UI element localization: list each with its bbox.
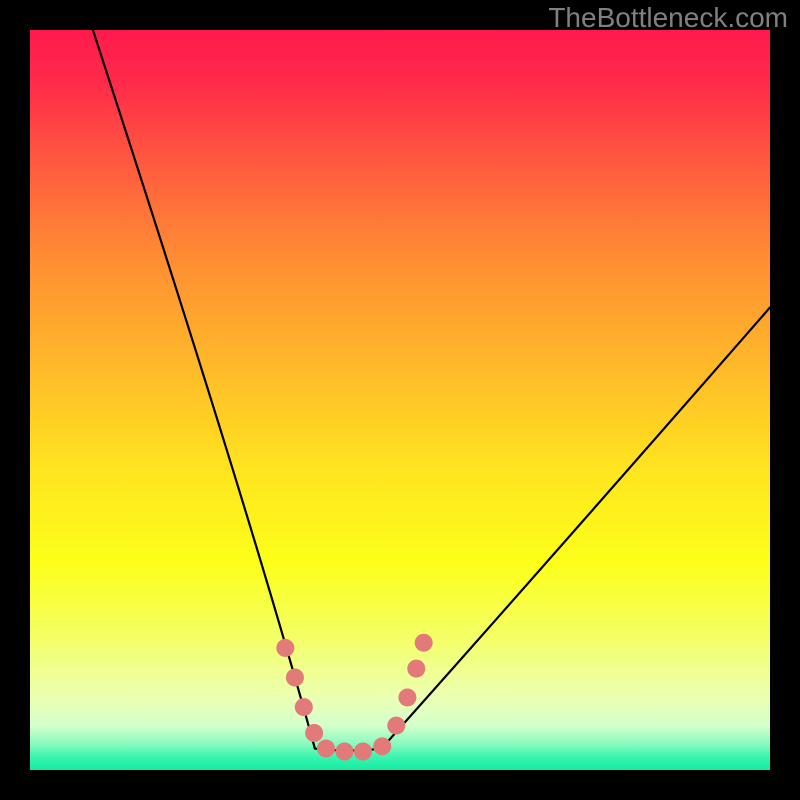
marker-dot <box>407 660 425 678</box>
watermark-text: TheBottleneck.com <box>548 2 788 34</box>
curve-layer <box>30 30 770 770</box>
marker-dot <box>387 717 405 735</box>
marker-dot <box>336 743 354 761</box>
marker-dot <box>354 743 372 761</box>
plot-area <box>30 30 770 770</box>
marker-dot <box>317 740 335 758</box>
marker-dot <box>286 669 304 687</box>
marker-dot <box>295 698 313 716</box>
marker-dot <box>305 724 323 742</box>
chart-container: TheBottleneck.com <box>0 0 800 800</box>
marker-dot <box>398 688 416 706</box>
marker-dot <box>373 737 391 755</box>
marker-dot <box>415 634 433 652</box>
marker-dot <box>276 639 294 657</box>
